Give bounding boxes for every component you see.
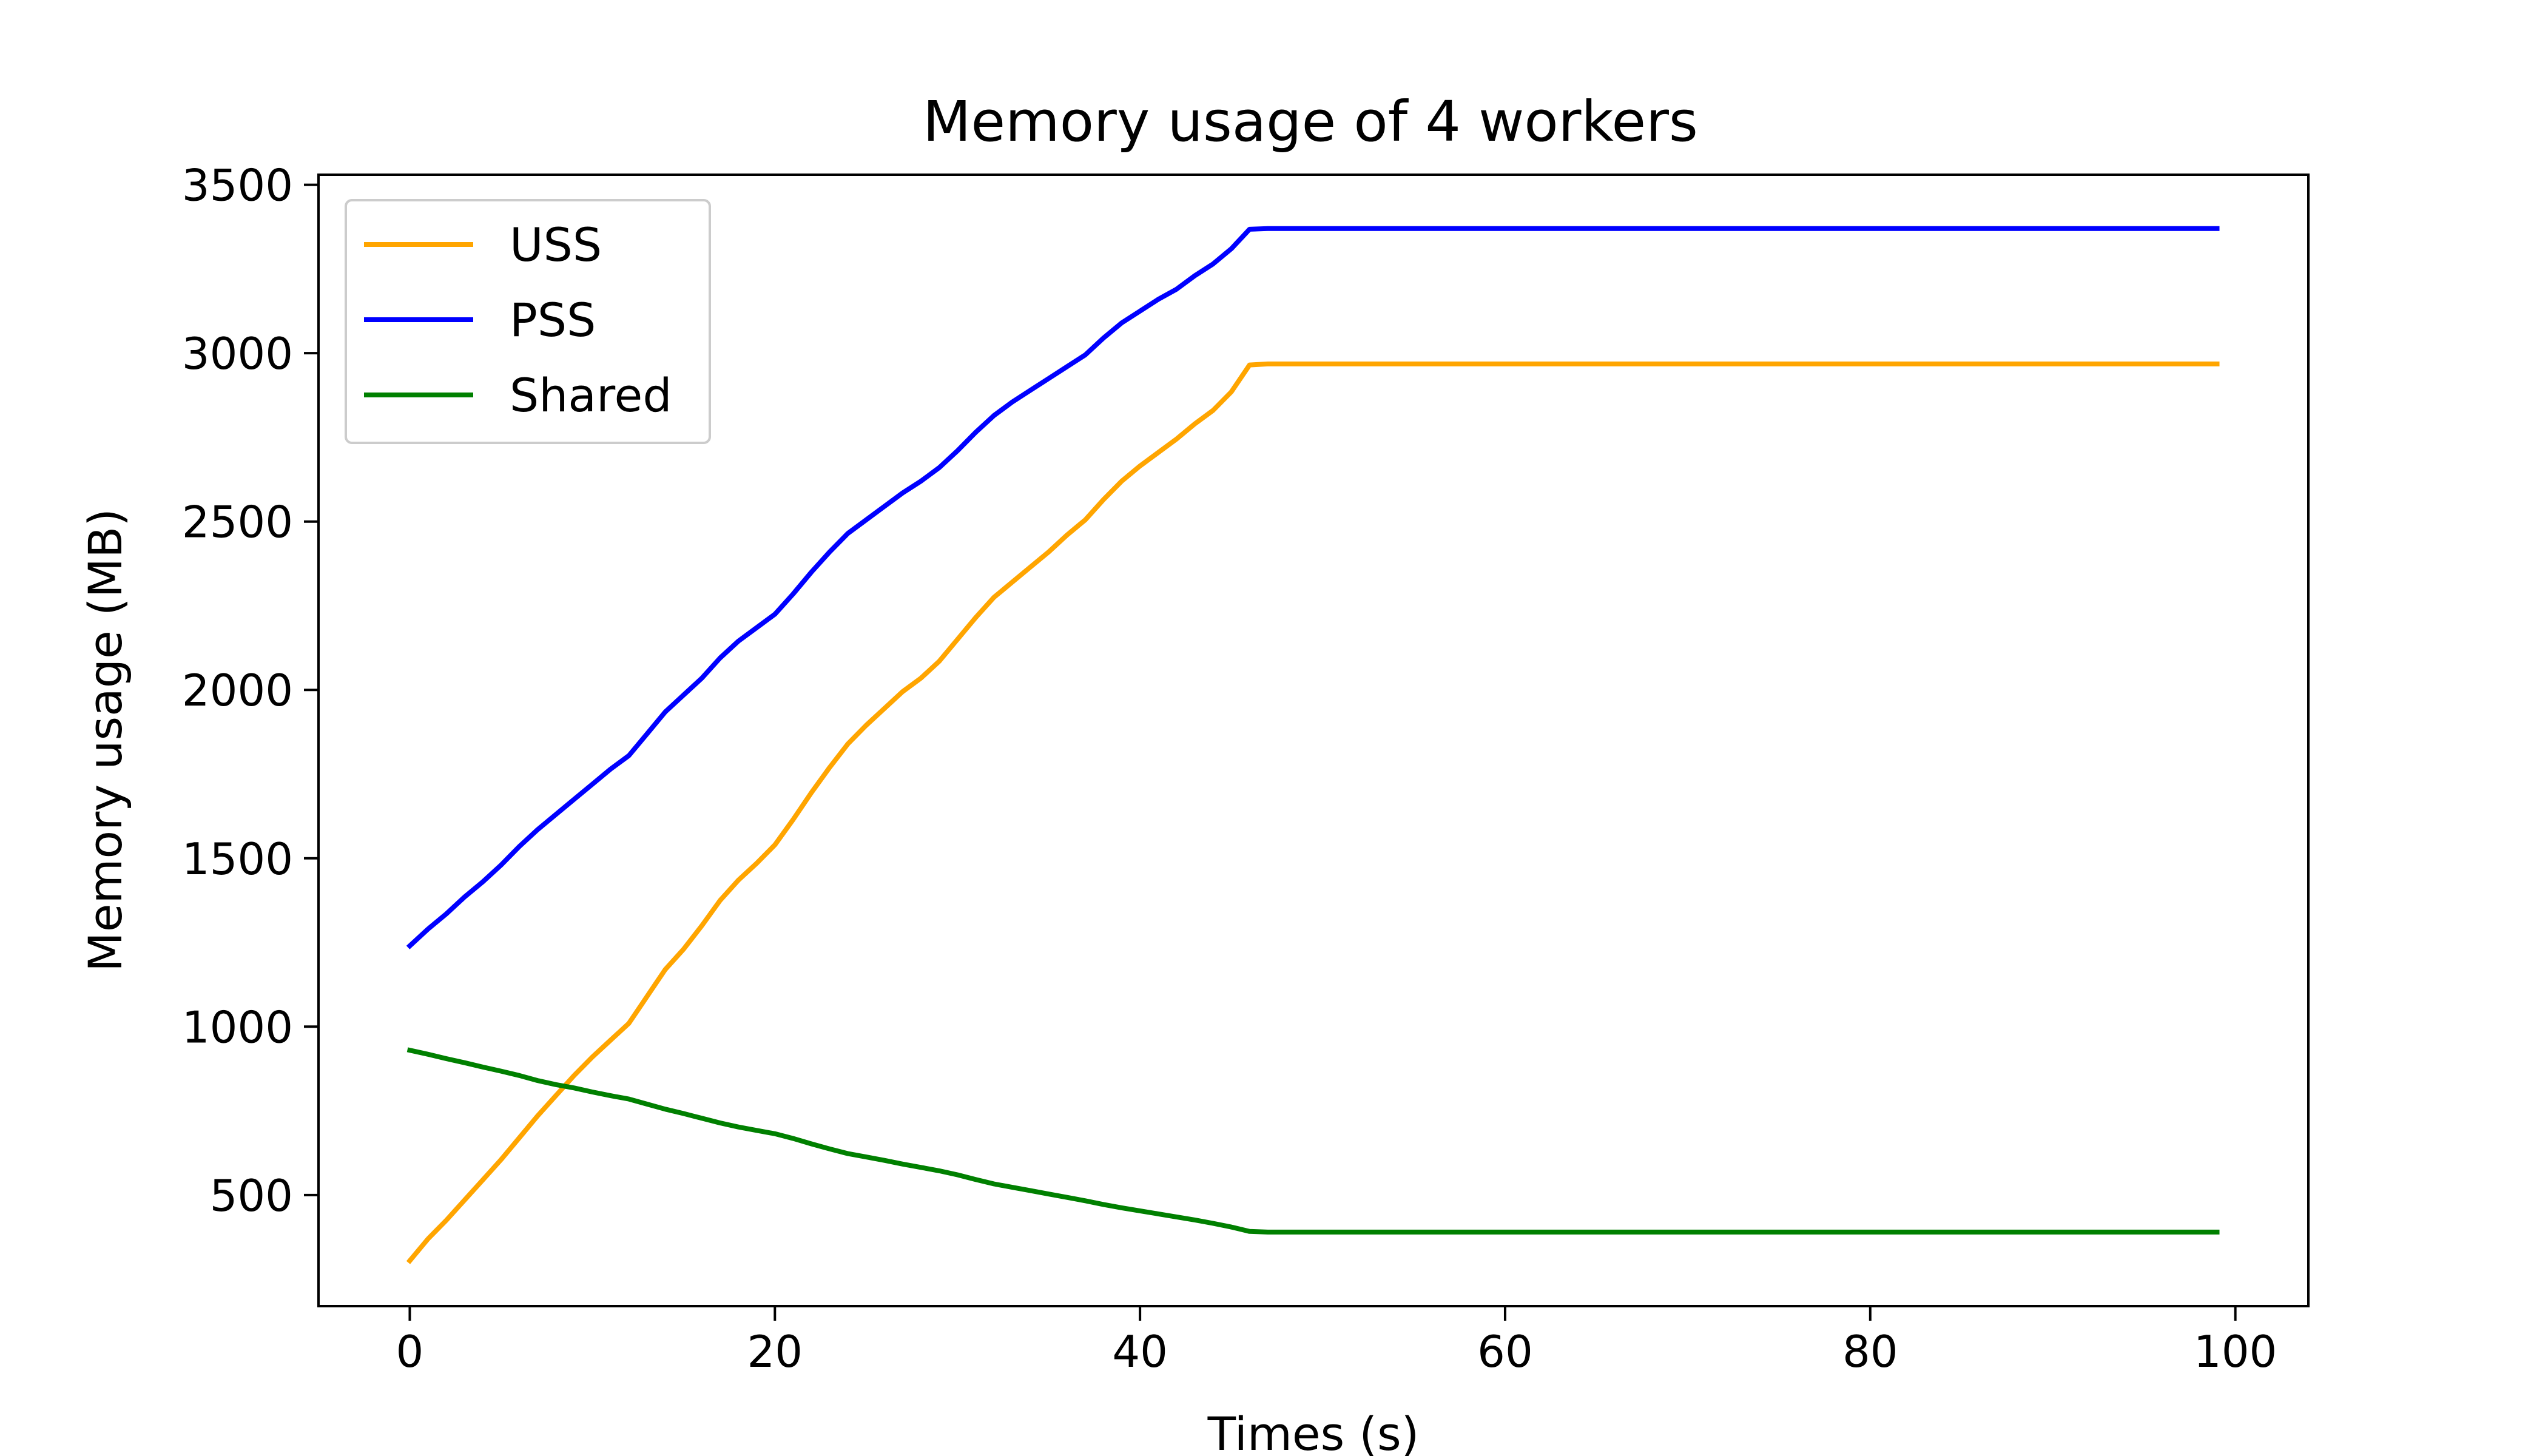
x-tick-label: 80	[1842, 1326, 1898, 1377]
x-axis-label: Times (s)	[1207, 1407, 1420, 1456]
x-tick-label: 40	[1112, 1326, 1168, 1377]
y-tick-label: 2500	[182, 497, 293, 548]
legend-box	[345, 199, 711, 444]
x-tick-label: 100	[2194, 1326, 2277, 1377]
y-tick-label: 2000	[182, 665, 293, 716]
legend-label-shared: Shared	[510, 368, 672, 422]
series-line-pss	[406, 226, 2220, 949]
y-tick-label: 1000	[182, 1002, 293, 1053]
y-tick-label: 1500	[182, 834, 293, 885]
y-axis-label: Memory usage (MB)	[78, 508, 132, 972]
chart-title: Memory usage of 4 workers	[923, 89, 1698, 154]
series-lines	[406, 226, 2220, 1264]
x-axis-ticks: 0 20 40 60 80 100	[396, 1306, 2277, 1377]
legend-label-pss: PSS	[510, 293, 596, 347]
plot-frame	[317, 174, 2310, 1307]
series-line-shared	[406, 1047, 2220, 1235]
x-tick-label: 0	[396, 1326, 424, 1377]
legend-label-uss: USS	[510, 218, 602, 272]
x-tick-label: 20	[747, 1326, 803, 1377]
y-axis-ticks: 500 1000 1500 2000 2500 3000 3500	[182, 160, 318, 1221]
y-tick-label: 3500	[182, 160, 293, 211]
y-tick-label: 500	[210, 1170, 293, 1221]
series-line-uss	[406, 361, 2220, 1264]
y-tick-label: 3000	[182, 328, 293, 379]
legend: USS PSS Shared	[345, 199, 711, 444]
x-tick-label: 60	[1477, 1326, 1533, 1377]
